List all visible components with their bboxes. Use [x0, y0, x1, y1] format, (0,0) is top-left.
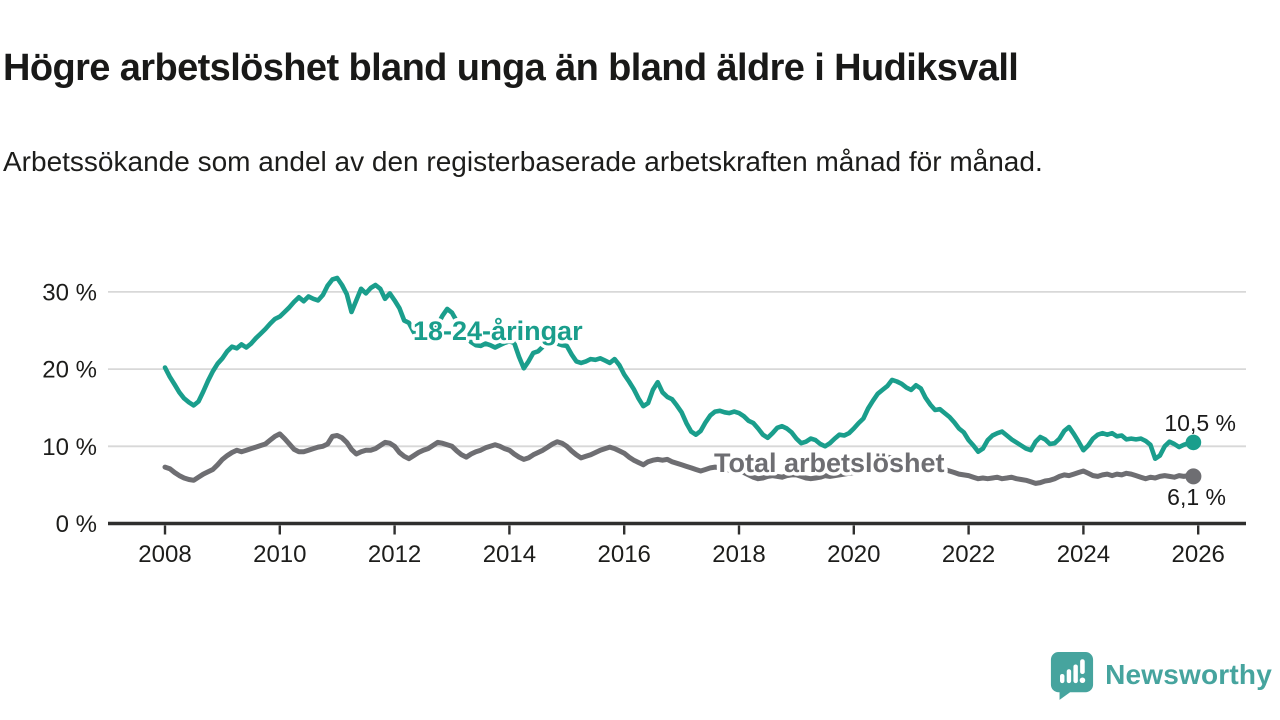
end-dot-total: [1185, 468, 1202, 485]
y-axis-tick-label: 0 %: [56, 511, 97, 538]
line-18-24-aringar: [162, 275, 1196, 462]
logo-speech-bubble: [1050, 652, 1094, 700]
newsworthy-logo: Newsworthy: [1049, 650, 1272, 700]
end-value-label-young: 10,5 %: [1164, 410, 1236, 436]
y-axis-tick-label: 30 %: [42, 279, 97, 306]
page-subtitle: Arbetssökande som andel av den registerb…: [3, 146, 1043, 177]
series-label-total: Total arbetslöshet: [714, 448, 945, 478]
unemployment-line-chart: 0 % 10 % 20 % 30 % 2008 2010 2012 2014 2016 2018…: [42, 275, 1246, 568]
x-axis-tick-label: 2022: [942, 541, 995, 568]
x-axis-tick-label: 2026: [1172, 541, 1225, 568]
axis-layer: 2008 2010 2012 2014 2016 2018 2020 2022 2024 2026: [108, 521, 1246, 568]
x-axis-tick-label: 2018: [712, 541, 765, 568]
label-layer: Total arbetslöshet 18-24-åringar 10,5 % …: [410, 313, 1237, 511]
series-label-young: 18-24-åringar: [413, 316, 583, 346]
page-title: Högre arbetslöshet bland unga än bland ä…: [3, 47, 1019, 90]
logo-bar-chart-glyph: [1060, 659, 1086, 684]
line-total-arbetsloshet: [162, 431, 1196, 486]
x-axis-tick-label: 2024: [1057, 541, 1110, 568]
x-axis-tick-label: 2008: [138, 541, 191, 568]
y-axis-tick-label: 20 %: [42, 357, 97, 384]
end-dot-young: [1185, 434, 1202, 451]
x-axis-tick-label: 2014: [483, 541, 536, 568]
end-value-label-total: 6,1 %: [1167, 484, 1226, 510]
x-axis-tick-label: 2010: [253, 541, 306, 568]
x-axis-tick-label: 2016: [598, 541, 651, 568]
newsworthy-wordmark: Newsworthy: [1105, 659, 1272, 690]
x-axis-tick-label: 2012: [368, 541, 421, 568]
y-axis-tick-label: 10 %: [42, 434, 97, 461]
grid-layer: 0 % 10 % 20 % 30 %: [42, 279, 1246, 538]
x-axis-tick-label: 2020: [827, 541, 880, 568]
series-layer: [162, 275, 1196, 486]
newsworthy-logo-icon: [1050, 652, 1094, 700]
